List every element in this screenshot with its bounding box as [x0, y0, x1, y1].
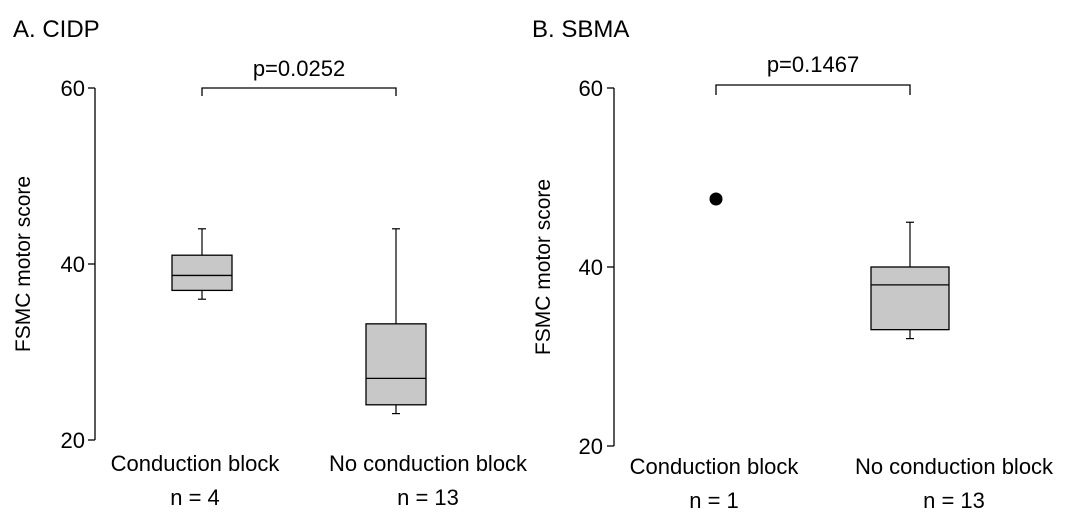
sample-size-label: n = 1 — [689, 488, 739, 513]
chart-title: B. SBMA — [532, 16, 629, 43]
significance-bracket — [715, 84, 911, 95]
y-axis-label: FSMC motor score — [532, 179, 555, 355]
category-label: No conduction block — [329, 451, 528, 476]
sample-size-label: n = 13 — [923, 488, 985, 513]
y-tick-label: 60 — [579, 76, 603, 101]
chart-panel-1: A. CIDP FSMC motor score 20 40 60 p=0.0252 Con… — [12, 16, 528, 510]
y-tick-label: 40 — [61, 252, 85, 277]
sample-size-label: n = 13 — [397, 485, 459, 510]
category-label: Conduction block — [630, 454, 800, 479]
significance-bracket — [201, 87, 397, 96]
chart-panel-2: B. SBMA FSMC motor score 20 40 60 p=0.1467 Con… — [532, 16, 1054, 513]
y-tick-label: 60 — [61, 76, 85, 101]
chart-title: A. CIDP — [13, 16, 100, 43]
sample-size-label: n = 4 — [170, 485, 220, 510]
data-point — [709, 192, 723, 206]
y-tick-label: 20 — [61, 428, 85, 453]
category-label: Conduction block — [111, 451, 281, 476]
y-axis-label: FSMC motor score — [12, 176, 35, 352]
iqr-box — [365, 323, 427, 406]
p-value-label: p=0.0252 — [253, 56, 345, 81]
p-value-label: p=0.1467 — [767, 52, 859, 77]
y-tick-label: 40 — [579, 255, 603, 280]
iqr-box — [870, 266, 950, 331]
y-tick-label: 20 — [579, 434, 603, 459]
category-label: No conduction block — [855, 454, 1054, 479]
iqr-box — [171, 254, 233, 292]
